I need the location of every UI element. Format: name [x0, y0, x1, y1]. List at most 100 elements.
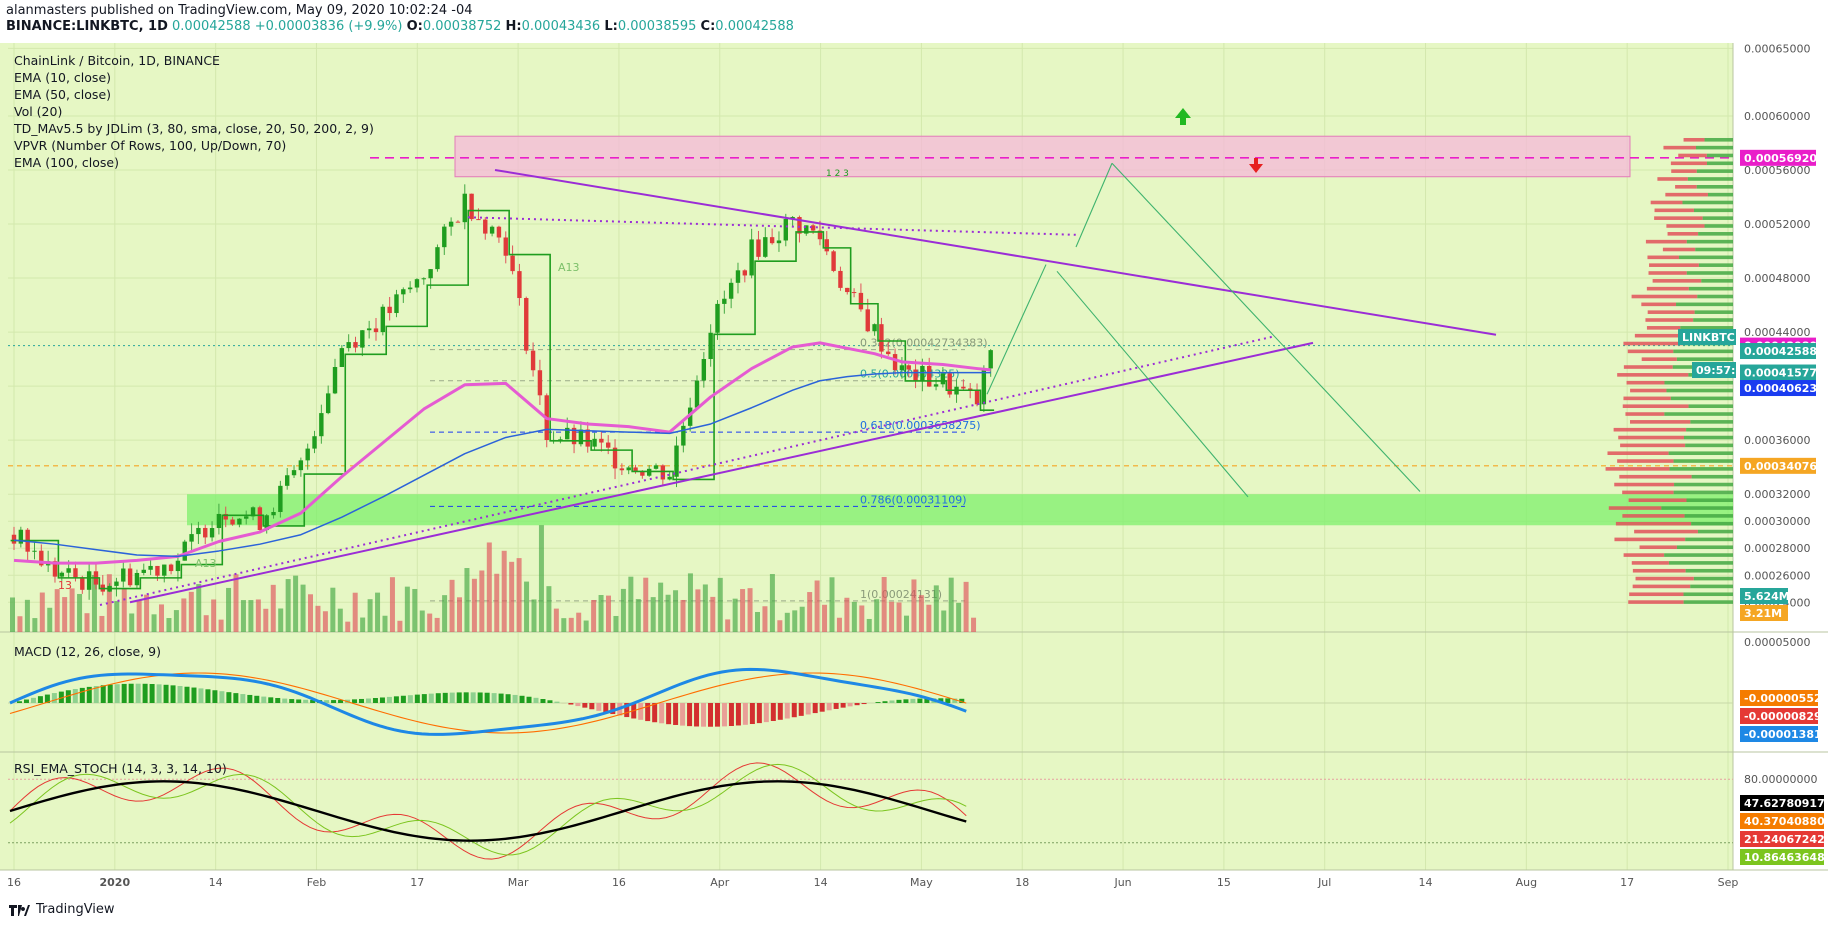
ema-line: [13, 341, 991, 565]
volume-bar: [904, 615, 909, 632]
volume-bar: [479, 570, 485, 632]
y-tick-label: 0.00048000: [1744, 272, 1810, 285]
macd-hist-bar: [728, 703, 734, 727]
volume-bar: [516, 558, 522, 632]
macd-hist-bar: [840, 703, 846, 708]
legend-ema50[interactable]: EMA (50, close): [14, 87, 112, 102]
legend-vol[interactable]: Vol (20): [14, 104, 63, 119]
volume-bar: [583, 620, 589, 632]
macd-hist-bar: [603, 703, 609, 713]
legend-td-ma[interactable]: TD_MAv5.5 by JDLim (3, 80, sma, close, 2…: [14, 121, 374, 136]
volume-bar: [144, 594, 150, 632]
x-tick-label: Aug: [1516, 876, 1537, 889]
volume-bar: [717, 577, 723, 632]
candle-body: [155, 565, 160, 576]
vpvr-bar-down: [1647, 310, 1695, 314]
macd-hist-bar: [756, 703, 762, 724]
vpvr-bar-up: [1702, 216, 1733, 220]
y-tick-label: 0.00032000: [1744, 488, 1810, 501]
rsi-price-label: 40.37040880: [1744, 815, 1825, 828]
price-label: 09:57:37: [1696, 364, 1751, 377]
candle-body: [291, 470, 297, 476]
volume-bar: [449, 579, 455, 632]
macd-title: MACD (12, 26, close, 9): [14, 644, 161, 659]
candle-body: [742, 270, 748, 276]
macd-hist-bar: [659, 703, 665, 724]
vpvr-bar-down: [1662, 247, 1696, 252]
volume-bar: [47, 607, 53, 632]
macd-hist-bar: [338, 699, 344, 703]
vpvr-bar-up: [1687, 177, 1733, 181]
close-value: 0.00042588: [715, 19, 794, 34]
candle-body: [865, 309, 870, 332]
candle-body: [524, 298, 529, 351]
vpvr-bar-down: [1630, 388, 1667, 393]
volume-bar: [747, 588, 753, 632]
vpvr-bar-down: [1678, 153, 1707, 158]
volume-bar: [293, 575, 299, 632]
macd-hist-bar: [428, 693, 434, 703]
vpvr-bar-up: [1704, 224, 1733, 228]
legend-ema100[interactable]: EMA (100, close): [14, 155, 119, 170]
volume-bar: [918, 595, 924, 632]
macd-hist-bar: [575, 703, 581, 707]
candle-body: [681, 425, 686, 446]
vpvr-bar-up: [1683, 592, 1733, 597]
macd-hist-bar: [945, 698, 951, 703]
macd-hist-bar: [191, 687, 197, 703]
price-label-bg: [1692, 362, 1736, 379]
macd-hist-bar: [847, 703, 853, 707]
footer-brand[interactable]: TradingView: [8, 902, 115, 917]
volume-bar: [844, 597, 850, 632]
volume-bar: [807, 592, 813, 632]
vpvr-bar-up: [1693, 208, 1733, 213]
macd-hist-bar: [610, 703, 616, 715]
macd-hist-bar: [519, 695, 525, 703]
price-label-bg: [1740, 380, 1816, 397]
arrow-down-stem: [1254, 158, 1258, 165]
volume-bar: [233, 574, 239, 632]
candle-body: [578, 429, 584, 445]
td-ma-step-line: [10, 209, 995, 590]
macd-hist-bar: [240, 694, 246, 703]
macd-price-label: -0.00000829: [1744, 710, 1822, 723]
candle-body: [285, 475, 290, 486]
candle-body: [756, 239, 761, 257]
macd-legend[interactable]: MACD (12, 26, close, 9): [14, 643, 161, 660]
volume-bar: [129, 613, 135, 632]
symbol-label: BINANCE:LINKBTC, 1D: [6, 19, 168, 34]
vpvr-bar-down: [1632, 584, 1691, 589]
vpvr-bar-down: [1629, 592, 1684, 597]
macd-hist-bar: [882, 701, 888, 703]
volume-bar: [687, 573, 693, 632]
vpvr-bar-down: [1671, 169, 1697, 173]
candle-body: [196, 527, 201, 535]
legend-vpvr[interactable]: VPVR (Number Of Rows, 100, Up/Down, 70): [14, 138, 287, 153]
volume-bar: [166, 618, 172, 632]
macd-hist-bar: [114, 684, 120, 703]
rsi-legend[interactable]: RSI_EMA_STOCH (14, 3, 3, 14, 10): [14, 760, 227, 777]
candle-body: [810, 225, 816, 231]
price-label-bg: [1740, 588, 1788, 604]
macd-hist-bar: [673, 703, 679, 725]
candle-body: [216, 513, 222, 529]
volume-bar: [814, 580, 820, 632]
legend-title[interactable]: ChainLink / Bitcoin, 1D, BINANCE: [14, 53, 220, 68]
macd-hist-bar: [435, 693, 441, 703]
vpvr-bar-up: [1696, 169, 1733, 173]
macd-hist-bar: [721, 703, 727, 727]
volume-bar: [181, 598, 187, 632]
legend-ema10[interactable]: EMA (10, close): [14, 70, 112, 85]
volume-bar: [695, 589, 701, 632]
vpvr-bar-down: [1626, 380, 1665, 385]
chart-area[interactable]: 0.00065000 0.00060000 0.00056000 0.00052000…: [0, 43, 1828, 900]
volume-bar: [412, 588, 418, 632]
vpvr-bar-down: [1634, 333, 1693, 338]
volume-bar: [188, 591, 194, 632]
macd-hist-bar: [219, 691, 225, 703]
volume-bar: [769, 574, 775, 632]
candle-body: [599, 438, 604, 443]
vpvr-bar-up: [1707, 192, 1733, 197]
td-marker-label: 13: [58, 579, 72, 592]
volume-bar: [457, 597, 462, 632]
